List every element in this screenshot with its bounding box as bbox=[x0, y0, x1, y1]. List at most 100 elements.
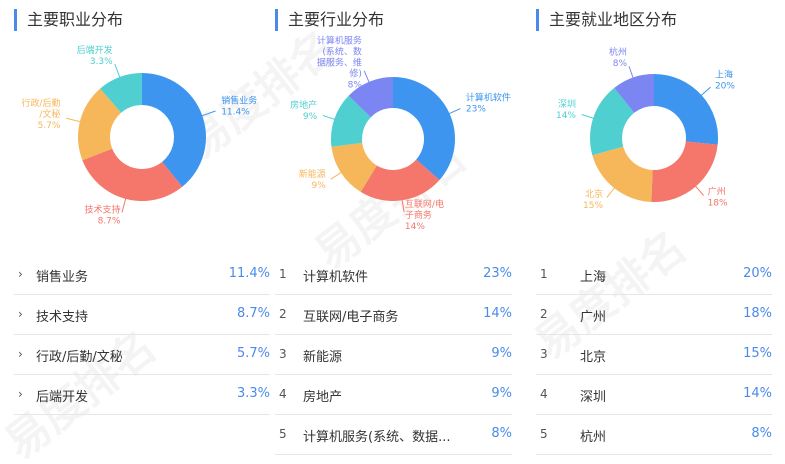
list-item-value: 3.3% bbox=[236, 386, 270, 401]
rank-number: 3 bbox=[279, 347, 287, 361]
chevron-right-icon: › bbox=[18, 347, 23, 361]
donut-slice-0[interactable] bbox=[654, 74, 718, 145]
slice-label-3: 深圳 14% bbox=[556, 99, 576, 121]
list-item-value: 15% bbox=[743, 346, 772, 361]
donut-slice-2[interactable] bbox=[77, 88, 122, 161]
list-item[interactable]: 4 房地产 9% bbox=[275, 375, 512, 415]
list-item-value: 5.7% bbox=[236, 346, 270, 361]
slice-label-0: 上海 20% bbox=[715, 69, 735, 92]
list-item-value: 20% bbox=[743, 266, 772, 281]
leader-line-2 bbox=[606, 186, 616, 198]
list-item[interactable]: 5 计算机服务(系统、数据... 8% bbox=[275, 415, 512, 455]
rank-number: 1 bbox=[279, 267, 287, 281]
list-item-label: 北京 bbox=[580, 350, 607, 365]
list-item[interactable]: 4 深圳 14% bbox=[536, 375, 772, 415]
leader-line-0 bbox=[447, 108, 461, 115]
rank-number: 4 bbox=[540, 387, 548, 401]
donut-slice-2[interactable] bbox=[331, 142, 377, 192]
list-item-label: 技术支持 bbox=[36, 310, 89, 325]
list-item[interactable]: 3 北京 15% bbox=[536, 335, 772, 375]
list-item-label: 杭州 bbox=[580, 430, 607, 445]
list-item-label: 销售业务 bbox=[36, 270, 89, 285]
chevron-right-icon: › bbox=[18, 387, 23, 401]
list-item-value: 11.4% bbox=[228, 266, 270, 281]
list-item-label: 计算机软件 bbox=[303, 270, 369, 285]
donut-slice-1[interactable] bbox=[651, 141, 718, 202]
slice-label-0: 计算机软件 23% bbox=[466, 92, 511, 115]
list-item-value: 14% bbox=[743, 386, 772, 401]
rank-number: 2 bbox=[279, 307, 287, 321]
list-item-label: 新能源 bbox=[303, 350, 343, 365]
section-title: 主要职业分布 bbox=[14, 9, 123, 31]
list-item[interactable]: › 行政/后勤/文秘 5.7% bbox=[14, 335, 270, 375]
rank-number: 4 bbox=[279, 387, 287, 401]
leader-line-1 bbox=[401, 198, 405, 213]
leader-line-1 bbox=[694, 184, 705, 196]
donut-slice-3[interactable] bbox=[590, 87, 635, 156]
list-item-label: 广州 bbox=[580, 310, 607, 325]
rank-number: 3 bbox=[540, 347, 548, 361]
donut-svg: 上海 20% 广州 18% 北京 15% 深圳 14% 杭州 8% bbox=[556, 46, 735, 211]
list-item-label: 互联网/电子商务 bbox=[303, 310, 399, 325]
list-item[interactable]: 1 上海 20% bbox=[536, 255, 772, 295]
list-item-value: 8% bbox=[751, 426, 772, 441]
list-item-label: 深圳 bbox=[580, 390, 607, 405]
donut-slice-4[interactable] bbox=[614, 74, 654, 113]
slice-label-4: 计算机服务(系统、数据服务、维修) 8% bbox=[317, 34, 362, 90]
donut-chart-industry: 计算机软件 23% 互联网/电子商务 14% 新能源 9% 房地产 9% 计算机服务(系统、数据… bbox=[275, 34, 512, 245]
slice-label-2: 行政/后勤/文秘 5.7% bbox=[21, 97, 60, 131]
leader-line-3 bbox=[581, 114, 596, 120]
donut-slice-1[interactable] bbox=[82, 148, 183, 201]
donut-slice-0[interactable] bbox=[142, 73, 206, 187]
donut-slice-3[interactable] bbox=[100, 73, 142, 113]
donut-chart-region: 上海 20% 广州 18% 北京 15% 深圳 14% 杭州 8% bbox=[536, 40, 772, 245]
leader-line-0 bbox=[200, 110, 216, 117]
slice-label-1: 广州 18% bbox=[708, 186, 728, 209]
list-item[interactable]: › 销售业务 11.4% bbox=[14, 255, 270, 295]
list-item-value: 14% bbox=[483, 306, 512, 321]
leader-line-3 bbox=[322, 114, 337, 121]
rank-number: 1 bbox=[540, 267, 548, 281]
donut-slice-1[interactable] bbox=[360, 159, 440, 201]
slice-label-2: 北京 15% bbox=[583, 188, 603, 211]
list-item[interactable]: 5 杭州 8% bbox=[536, 415, 772, 455]
list-item-value: 18% bbox=[743, 306, 772, 321]
leader-line-0 bbox=[699, 86, 711, 97]
list-item-value: 9% bbox=[491, 346, 512, 361]
donut-slice-0[interactable] bbox=[393, 77, 455, 181]
list-item[interactable]: › 后端开发 3.3% bbox=[14, 375, 270, 415]
leader-line-2 bbox=[66, 117, 82, 123]
leader-line-3 bbox=[114, 63, 121, 80]
slice-label-2: 新能源 9% bbox=[299, 168, 326, 191]
list-item-value: 8% bbox=[491, 426, 512, 441]
section-title: 主要行业分布 bbox=[275, 9, 384, 31]
leader-line-4 bbox=[363, 70, 371, 84]
rank-number: 5 bbox=[540, 427, 548, 441]
slice-label-0: 销售业务 11.4% bbox=[221, 94, 257, 117]
donut-svg: 计算机软件 23% 互联网/电子商务 14% 新能源 9% 房地产 9%计算机服务(系统、数据… bbox=[290, 34, 511, 232]
industry-list: 1 计算机软件 23% 2 互联网/电子商务 14% 3 新能源 9% 4 房地… bbox=[275, 255, 512, 455]
donut-slice-3[interactable] bbox=[331, 95, 371, 147]
list-item[interactable]: › 技术支持 8.7% bbox=[14, 295, 270, 335]
section-title: 主要就业地区分布 bbox=[536, 9, 677, 31]
slice-label-4: 杭州 8% bbox=[609, 46, 627, 69]
list-item-label: 上海 bbox=[580, 270, 607, 285]
list-item-label: 后端开发 bbox=[36, 390, 89, 405]
list-item-label: 计算机服务(系统、数据... bbox=[303, 430, 451, 445]
slice-label-3: 后端开发 3.3% bbox=[77, 44, 113, 67]
list-item[interactable]: 2 互联网/电子商务 14% bbox=[275, 295, 512, 335]
donut-slice-2[interactable] bbox=[592, 146, 653, 202]
rank-number: 5 bbox=[279, 427, 287, 441]
list-item-value: 23% bbox=[483, 266, 512, 281]
rank-number: 2 bbox=[540, 307, 548, 321]
list-item[interactable]: 3 新能源 9% bbox=[275, 335, 512, 375]
list-item-value: 9% bbox=[491, 386, 512, 401]
slice-label-1: 技术支持 8.7% bbox=[84, 204, 120, 227]
slice-label-3: 房地产 9% bbox=[290, 99, 317, 122]
donut-slice-4[interactable] bbox=[348, 77, 393, 118]
chevron-right-icon: › bbox=[18, 267, 23, 281]
list-item[interactable]: 1 计算机软件 23% bbox=[275, 255, 512, 295]
list-item-value: 8.7% bbox=[236, 306, 270, 321]
list-item[interactable]: 2 广州 18% bbox=[536, 295, 772, 335]
donut-chart-occupation: 销售业务 11.4% 技术支持 8.7% 行政/后勤/文秘 5.7% 后端开发 3.3% bbox=[14, 40, 270, 245]
